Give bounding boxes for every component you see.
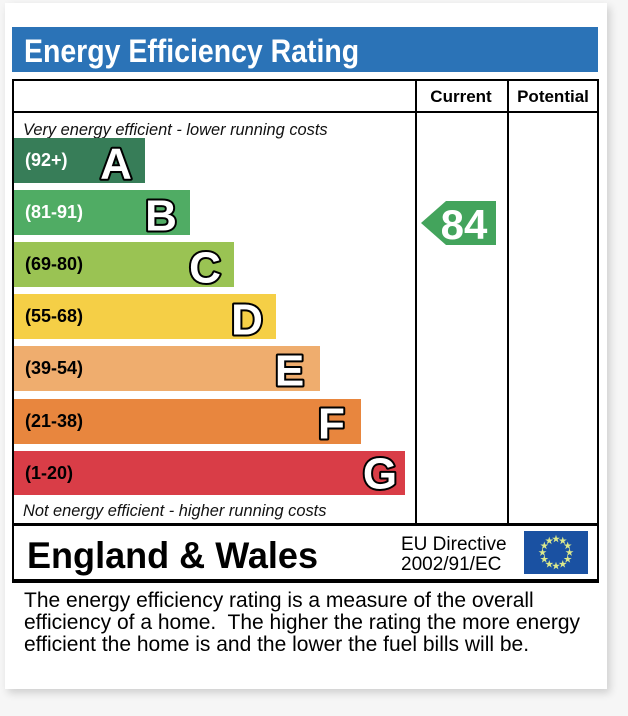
svg-text:C: C — [189, 243, 221, 292]
svg-text:B: B — [145, 191, 177, 240]
svg-text:E: E — [275, 346, 304, 395]
svg-text:A: A — [100, 139, 132, 188]
svg-text:D: D — [231, 295, 263, 344]
svg-text:G: G — [363, 450, 397, 499]
svg-text:F: F — [318, 399, 345, 448]
